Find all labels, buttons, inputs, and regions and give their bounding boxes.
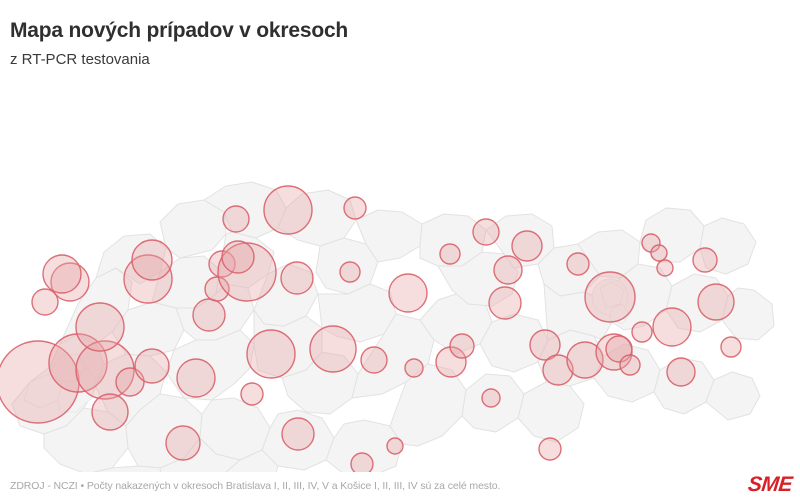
district-bubble [481,388,501,408]
district-bubble [280,261,314,295]
district-bubble [339,261,361,283]
district-bubble [343,196,367,220]
district-bubble [435,346,467,378]
district-bubble [281,417,315,451]
district-bubble [240,382,264,406]
district-bubble [697,283,735,321]
district-bubble [204,276,230,302]
district-bubble [263,185,313,235]
map-svg [0,181,775,472]
district-bubble [50,262,90,302]
district-bubble [350,452,374,472]
district-bubble [566,341,604,379]
district-bubble [176,358,216,398]
district-bubble [360,346,388,374]
page-title: Mapa nových prípadov v okresoch [10,19,349,42]
district-bubble [91,393,129,431]
district-bubble [692,247,718,273]
district-bubble [31,288,59,316]
district-bubble [165,425,201,461]
district-bubble [42,254,82,294]
district-bubble [650,244,668,262]
district-bubble [309,325,357,373]
sme-logo: SME [746,473,794,496]
district-bubble [472,218,500,246]
district-bubble [75,340,135,400]
source-note: ZDROJ - NCZI • Počty nakazených v okreso… [10,480,501,492]
district-bubble [488,286,522,320]
district-bubble [131,239,173,281]
district-bubble [584,271,636,323]
slovakia-bubble-map [0,82,800,472]
district-bubble [529,329,561,361]
district-bubble [404,358,424,378]
district-bubble [493,255,523,285]
district-bubble [386,437,404,455]
subdistrict-layer [23,278,631,413]
district-bubble [134,348,170,384]
page-subtitle: z RT-PCR testovania [10,51,150,68]
district-bubble [538,437,562,461]
district-bubble [720,336,742,358]
district-bubble [656,259,674,277]
header: Mapa nových prípadov v okresoch z RT-PCR… [10,18,710,70]
district-bubble [221,240,255,274]
district-bubble [666,357,696,387]
district-bubble [449,333,475,359]
district-bubble [652,307,692,347]
district-bubble [75,302,125,352]
district-bubble [48,333,108,393]
district-bubble [619,354,641,376]
district-bubble [246,329,296,379]
district-bubble [542,354,574,386]
district-bubble [388,273,428,313]
district-bubble [631,321,653,343]
district-bubble [439,243,461,265]
district-bubble [222,205,250,233]
bubble-layer [0,185,742,472]
district-bubble [192,298,226,332]
district-bubble [566,252,590,276]
district-bubble [511,230,543,262]
footer: ZDROJ - NCZI • Počty nakazených v okreso… [0,471,800,501]
